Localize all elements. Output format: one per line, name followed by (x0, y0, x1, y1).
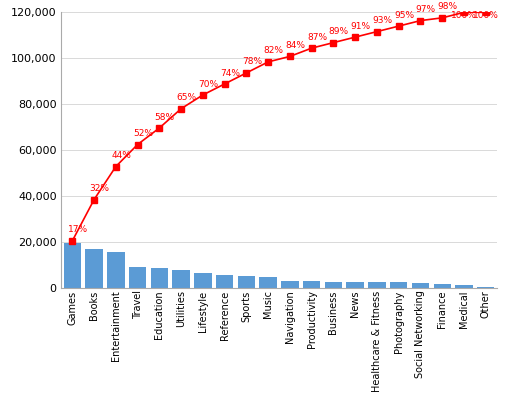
Text: 65%: 65% (177, 93, 197, 102)
Bar (107, 252, 124, 288)
Text: 44%: 44% (111, 151, 131, 160)
Text: 74%: 74% (220, 69, 240, 78)
Bar (129, 267, 146, 288)
Text: 97%: 97% (416, 5, 436, 14)
Bar (238, 276, 255, 288)
Bar (281, 281, 298, 288)
Bar (173, 270, 190, 288)
Bar (303, 281, 321, 288)
Bar (151, 268, 168, 288)
Text: 52%: 52% (133, 129, 153, 138)
Bar (412, 283, 429, 288)
Bar (194, 273, 211, 288)
Bar (63, 243, 81, 288)
Text: 93%: 93% (372, 16, 393, 25)
Bar (347, 282, 364, 288)
Text: 91%: 91% (351, 22, 371, 31)
Bar (216, 275, 233, 288)
Text: 89%: 89% (329, 27, 349, 36)
Text: 84%: 84% (285, 41, 305, 50)
Text: 100%: 100% (451, 12, 477, 21)
Text: 95%: 95% (394, 11, 414, 20)
Text: 82%: 82% (264, 46, 284, 55)
Bar (434, 284, 451, 288)
Bar (455, 285, 473, 288)
Text: 78%: 78% (242, 58, 262, 67)
Bar (390, 282, 408, 288)
Text: 32%: 32% (90, 184, 110, 193)
Text: 58%: 58% (155, 113, 175, 122)
Bar (86, 249, 103, 288)
Bar (368, 282, 386, 288)
Text: 87%: 87% (307, 33, 327, 42)
Text: 17%: 17% (68, 226, 88, 234)
Text: 70%: 70% (198, 79, 219, 88)
Bar (260, 277, 277, 288)
Text: 98%: 98% (438, 2, 458, 12)
Bar (477, 287, 495, 288)
Bar (325, 282, 342, 288)
Text: 100%: 100% (473, 12, 499, 21)
